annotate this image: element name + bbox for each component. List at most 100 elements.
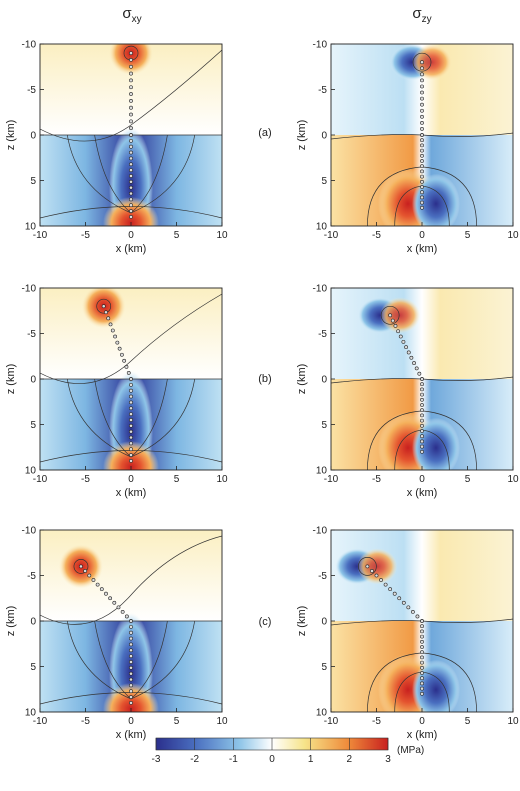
fault-dot bbox=[406, 605, 411, 610]
contour-line bbox=[40, 535, 222, 625]
fault-dot bbox=[129, 683, 133, 688]
fault-dot bbox=[117, 346, 122, 351]
x-tick-label: -5 bbox=[81, 716, 90, 727]
fault-dot bbox=[420, 423, 424, 428]
fault-dot bbox=[124, 364, 129, 369]
colorbar-tick-label: 1 bbox=[308, 754, 314, 765]
fault-dot bbox=[420, 138, 424, 143]
fault-dot bbox=[388, 313, 393, 318]
stress-field bbox=[40, 44, 222, 226]
fault-dot bbox=[129, 394, 133, 399]
fault-dot bbox=[420, 634, 424, 639]
fault-dot bbox=[420, 449, 424, 454]
y-tick-label: -5 bbox=[27, 329, 36, 340]
x-tick-label: 10 bbox=[507, 716, 519, 727]
stress-field bbox=[40, 530, 222, 712]
x-tick-label: 10 bbox=[507, 230, 519, 241]
fault-dot bbox=[420, 133, 424, 137]
x-tick-label: -10 bbox=[33, 716, 48, 727]
fault-dot bbox=[124, 614, 129, 619]
y-tick-label: -5 bbox=[318, 571, 327, 582]
field-upper bbox=[40, 288, 222, 379]
x-tick-label: -5 bbox=[372, 230, 381, 241]
fault-dot bbox=[420, 108, 424, 113]
fault-dot bbox=[420, 66, 424, 71]
x-tick-label: -10 bbox=[324, 474, 339, 485]
fault-dot bbox=[420, 96, 424, 101]
fault-dot bbox=[370, 569, 374, 573]
fault-dot bbox=[420, 645, 424, 649]
colorbar-tick-label: -2 bbox=[190, 754, 199, 765]
fault-dot bbox=[420, 190, 424, 195]
x-tick-label: 0 bbox=[128, 716, 134, 727]
fault-dot bbox=[420, 148, 424, 153]
x-axis-label: x (km) bbox=[116, 243, 147, 255]
fault-dot bbox=[420, 164, 424, 169]
fault-dot bbox=[129, 441, 133, 446]
fault-dot bbox=[116, 605, 121, 610]
fault-dot bbox=[383, 582, 388, 587]
x-tick-label: 5 bbox=[465, 716, 471, 727]
x-axis-label: x (km) bbox=[407, 487, 438, 499]
panel-letter-b: (b) bbox=[258, 373, 271, 385]
field-red-tip bbox=[412, 44, 452, 81]
y-axis-label: z (km) bbox=[296, 364, 308, 395]
x-tick-label: -10 bbox=[324, 230, 339, 241]
fault-dot bbox=[420, 434, 424, 439]
y-tick-label: 10 bbox=[25, 708, 37, 719]
fault-dot bbox=[420, 660, 424, 665]
x-tick-label: 0 bbox=[419, 716, 425, 727]
fault-dot bbox=[414, 366, 419, 371]
y-tick-label: -10 bbox=[313, 284, 328, 295]
colorbar-ticks: -3 -2 -1 0 1 2 3 bbox=[152, 738, 391, 765]
fault-dot bbox=[420, 205, 424, 210]
fault-dot bbox=[129, 630, 133, 635]
fault-dot bbox=[106, 316, 111, 321]
fault-dot bbox=[129, 695, 133, 699]
fault-dot bbox=[420, 159, 424, 163]
fault-dot bbox=[104, 591, 108, 596]
fault-dot bbox=[420, 439, 424, 444]
fault-dot bbox=[129, 642, 133, 647]
fault-dot bbox=[129, 112, 133, 117]
colorbar-tick-label: 2 bbox=[347, 754, 353, 765]
fault-dot bbox=[129, 654, 133, 659]
fault-dot bbox=[412, 361, 416, 365]
fault-dot bbox=[415, 614, 420, 619]
fault-dot bbox=[404, 345, 408, 350]
fault-dot bbox=[83, 569, 88, 573]
contour-line bbox=[412, 52, 432, 72]
contour-line bbox=[358, 557, 377, 576]
fault-dot bbox=[129, 214, 133, 219]
fault-dot bbox=[129, 138, 133, 143]
fault-dot bbox=[420, 413, 424, 418]
fault-dot bbox=[420, 127, 424, 131]
fault-dot bbox=[129, 126, 133, 131]
fault-dot bbox=[420, 676, 424, 681]
stress-field bbox=[331, 44, 513, 226]
fault-dot bbox=[129, 382, 133, 387]
colorbar-tick-label: 3 bbox=[385, 754, 391, 765]
fault-dot bbox=[420, 84, 424, 89]
y-tick-label: -5 bbox=[27, 85, 36, 96]
fault-dot bbox=[396, 329, 401, 334]
fault-dot bbox=[420, 639, 424, 644]
fault-dot bbox=[129, 412, 133, 417]
fault-dot bbox=[126, 371, 131, 375]
y-tick-label: 0 bbox=[30, 131, 36, 142]
fault-dot bbox=[129, 701, 133, 705]
fault-dot bbox=[129, 179, 133, 184]
x-tick-label: 0 bbox=[419, 474, 425, 485]
colorbar-unit: (MPa) bbox=[397, 745, 424, 756]
fault-dot bbox=[406, 350, 411, 355]
y-tick-label: -10 bbox=[22, 284, 37, 295]
fault-dot bbox=[420, 174, 424, 179]
fault-dot bbox=[108, 596, 113, 601]
fault-dot bbox=[401, 339, 406, 344]
fault-dot bbox=[420, 624, 424, 629]
fault-dot bbox=[420, 90, 424, 95]
